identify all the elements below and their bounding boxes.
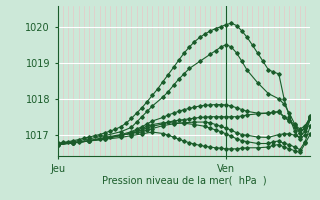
X-axis label: Pression niveau de la mer(  hPa  ): Pression niveau de la mer( hPa ): [102, 175, 266, 185]
